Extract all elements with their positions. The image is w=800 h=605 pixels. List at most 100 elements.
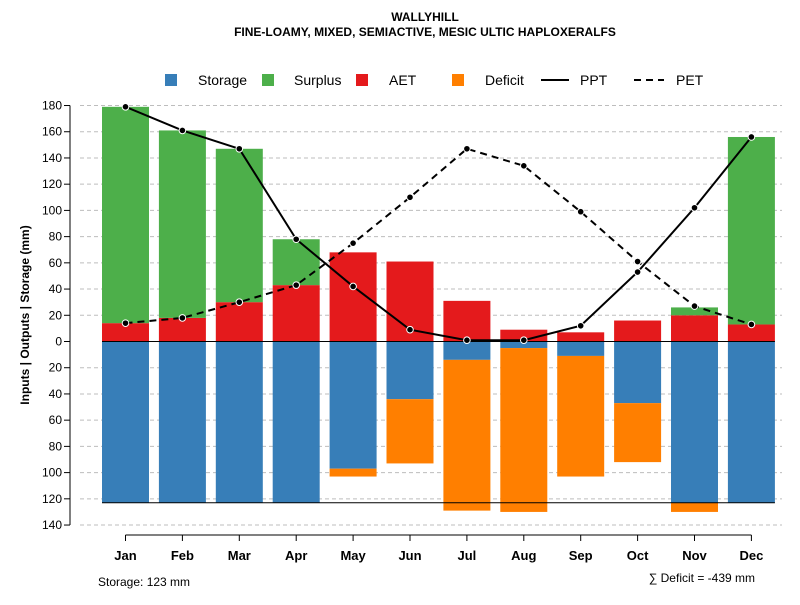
y-tick-label: 0: [55, 335, 62, 349]
legend: Storage Surplus AET Deficit PPT PET: [165, 72, 704, 88]
x-tick-label: Aug: [511, 548, 536, 563]
storage-bar: [215, 341, 263, 503]
pet-point: [747, 320, 756, 329]
y-tick-label: 80: [49, 439, 63, 453]
legend-swatch-aet: [356, 74, 368, 86]
deficit-bar: [671, 502, 718, 512]
pet-point: [406, 193, 414, 202]
legend-label-ppt: PPT: [580, 72, 608, 88]
pet-point: [178, 314, 187, 322]
pet-point: [463, 144, 471, 153]
legend-swatch-storage: [165, 74, 177, 86]
legend-label-storage: Storage: [198, 72, 247, 88]
x-tick-label: Sep: [569, 548, 593, 563]
ppt-point: [520, 336, 528, 344]
x-tick-label: Mar: [228, 548, 251, 563]
aet-bar: [272, 285, 320, 342]
aet-bar: [443, 300, 491, 342]
y-tick-label: 40: [49, 387, 63, 401]
pet-point: [690, 302, 699, 310]
legend-swatch-deficit: [452, 74, 464, 86]
y-tick-label: 140: [42, 151, 62, 165]
lines-layer: [121, 103, 756, 344]
surplus-bar: [272, 239, 320, 286]
chart-title: WALLYHILL: [391, 10, 459, 24]
storage-bar: [158, 341, 206, 503]
surplus-bar: [215, 148, 263, 303]
y-tick-label: 160: [42, 125, 62, 139]
x-tick-label: Apr: [285, 548, 307, 563]
aet-bar: [671, 315, 718, 342]
ppt-point: [747, 133, 756, 141]
ppt-point: [406, 325, 414, 334]
aet-bar: [158, 317, 206, 342]
pet-point: [292, 281, 301, 289]
aet-bar: [215, 302, 263, 342]
storage-bar: [386, 341, 434, 400]
x-tick-label: Feb: [171, 548, 194, 563]
ppt-point: [633, 268, 642, 276]
y-axis-label: Inputs | Outputs | Storage (mm): [18, 225, 32, 404]
x-tick-label: Jun: [398, 548, 421, 563]
ppt-point: [292, 235, 301, 244]
deficit-bar: [329, 468, 377, 477]
deficit-bar: [386, 399, 434, 464]
x-tick-label: Oct: [627, 548, 649, 563]
x-tick-label: May: [340, 548, 366, 563]
pet-point: [349, 239, 357, 247]
storage-bar: [329, 341, 377, 469]
storage-bar: [557, 341, 605, 356]
deficit-bar: [614, 403, 662, 463]
y-tick-label: 20: [49, 308, 63, 322]
y-tick-label: 80: [49, 230, 63, 244]
ppt-point: [690, 203, 699, 212]
storage-bar: [102, 341, 149, 503]
y-tick-label: 120: [42, 492, 62, 506]
storage-bar: [671, 341, 718, 503]
y-tick-label: 40: [49, 282, 63, 296]
ppt-point: [235, 144, 244, 153]
aet-bar: [102, 323, 149, 342]
ppt-point: [463, 336, 471, 344]
deficit-bar: [500, 348, 548, 512]
bars-layer: [102, 106, 775, 512]
x-tick-label: Jan: [114, 548, 136, 563]
y-tick-label: 60: [49, 256, 63, 270]
legend-label-deficit: Deficit: [485, 72, 524, 88]
aet-bar: [329, 252, 377, 342]
surplus-bar: [158, 130, 206, 318]
y-tick-label: 140: [42, 518, 62, 532]
surplus-bar: [671, 307, 718, 316]
storage-bar: [443, 341, 491, 360]
storage-bar: [614, 341, 662, 404]
y-tick-label: 120: [42, 177, 62, 191]
pet-point: [121, 319, 130, 327]
x-tick-label: Dec: [739, 548, 763, 563]
legend-label-surplus: Surplus: [294, 72, 341, 88]
ppt-point: [576, 321, 585, 330]
deficit-bar: [557, 355, 605, 477]
y-tick-label: 100: [42, 466, 62, 480]
pet-point: [520, 162, 528, 170]
ppt-point: [121, 103, 130, 111]
ppt-point: [349, 282, 357, 291]
pet-line: [125, 147, 752, 326]
y-tick-label: 180: [42, 99, 62, 113]
y-tick-label: 20: [49, 361, 63, 375]
storage-bar: [727, 341, 775, 503]
storage-bar: [500, 341, 548, 349]
ppt-line: [125, 105, 753, 342]
aet-bar: [500, 329, 548, 342]
aet-bar: [557, 332, 605, 342]
pet-point: [576, 207, 585, 216]
surplus-bar: [727, 136, 775, 325]
deficit-note: ∑ Deficit = -439 mm: [649, 571, 755, 585]
deficit-bar: [443, 359, 491, 511]
pet-point: [633, 257, 642, 266]
y-tick-label: 100: [42, 203, 62, 217]
ppt-point: [178, 126, 187, 135]
aet-bar: [727, 324, 775, 342]
legend-label-aet: AET: [389, 72, 417, 88]
